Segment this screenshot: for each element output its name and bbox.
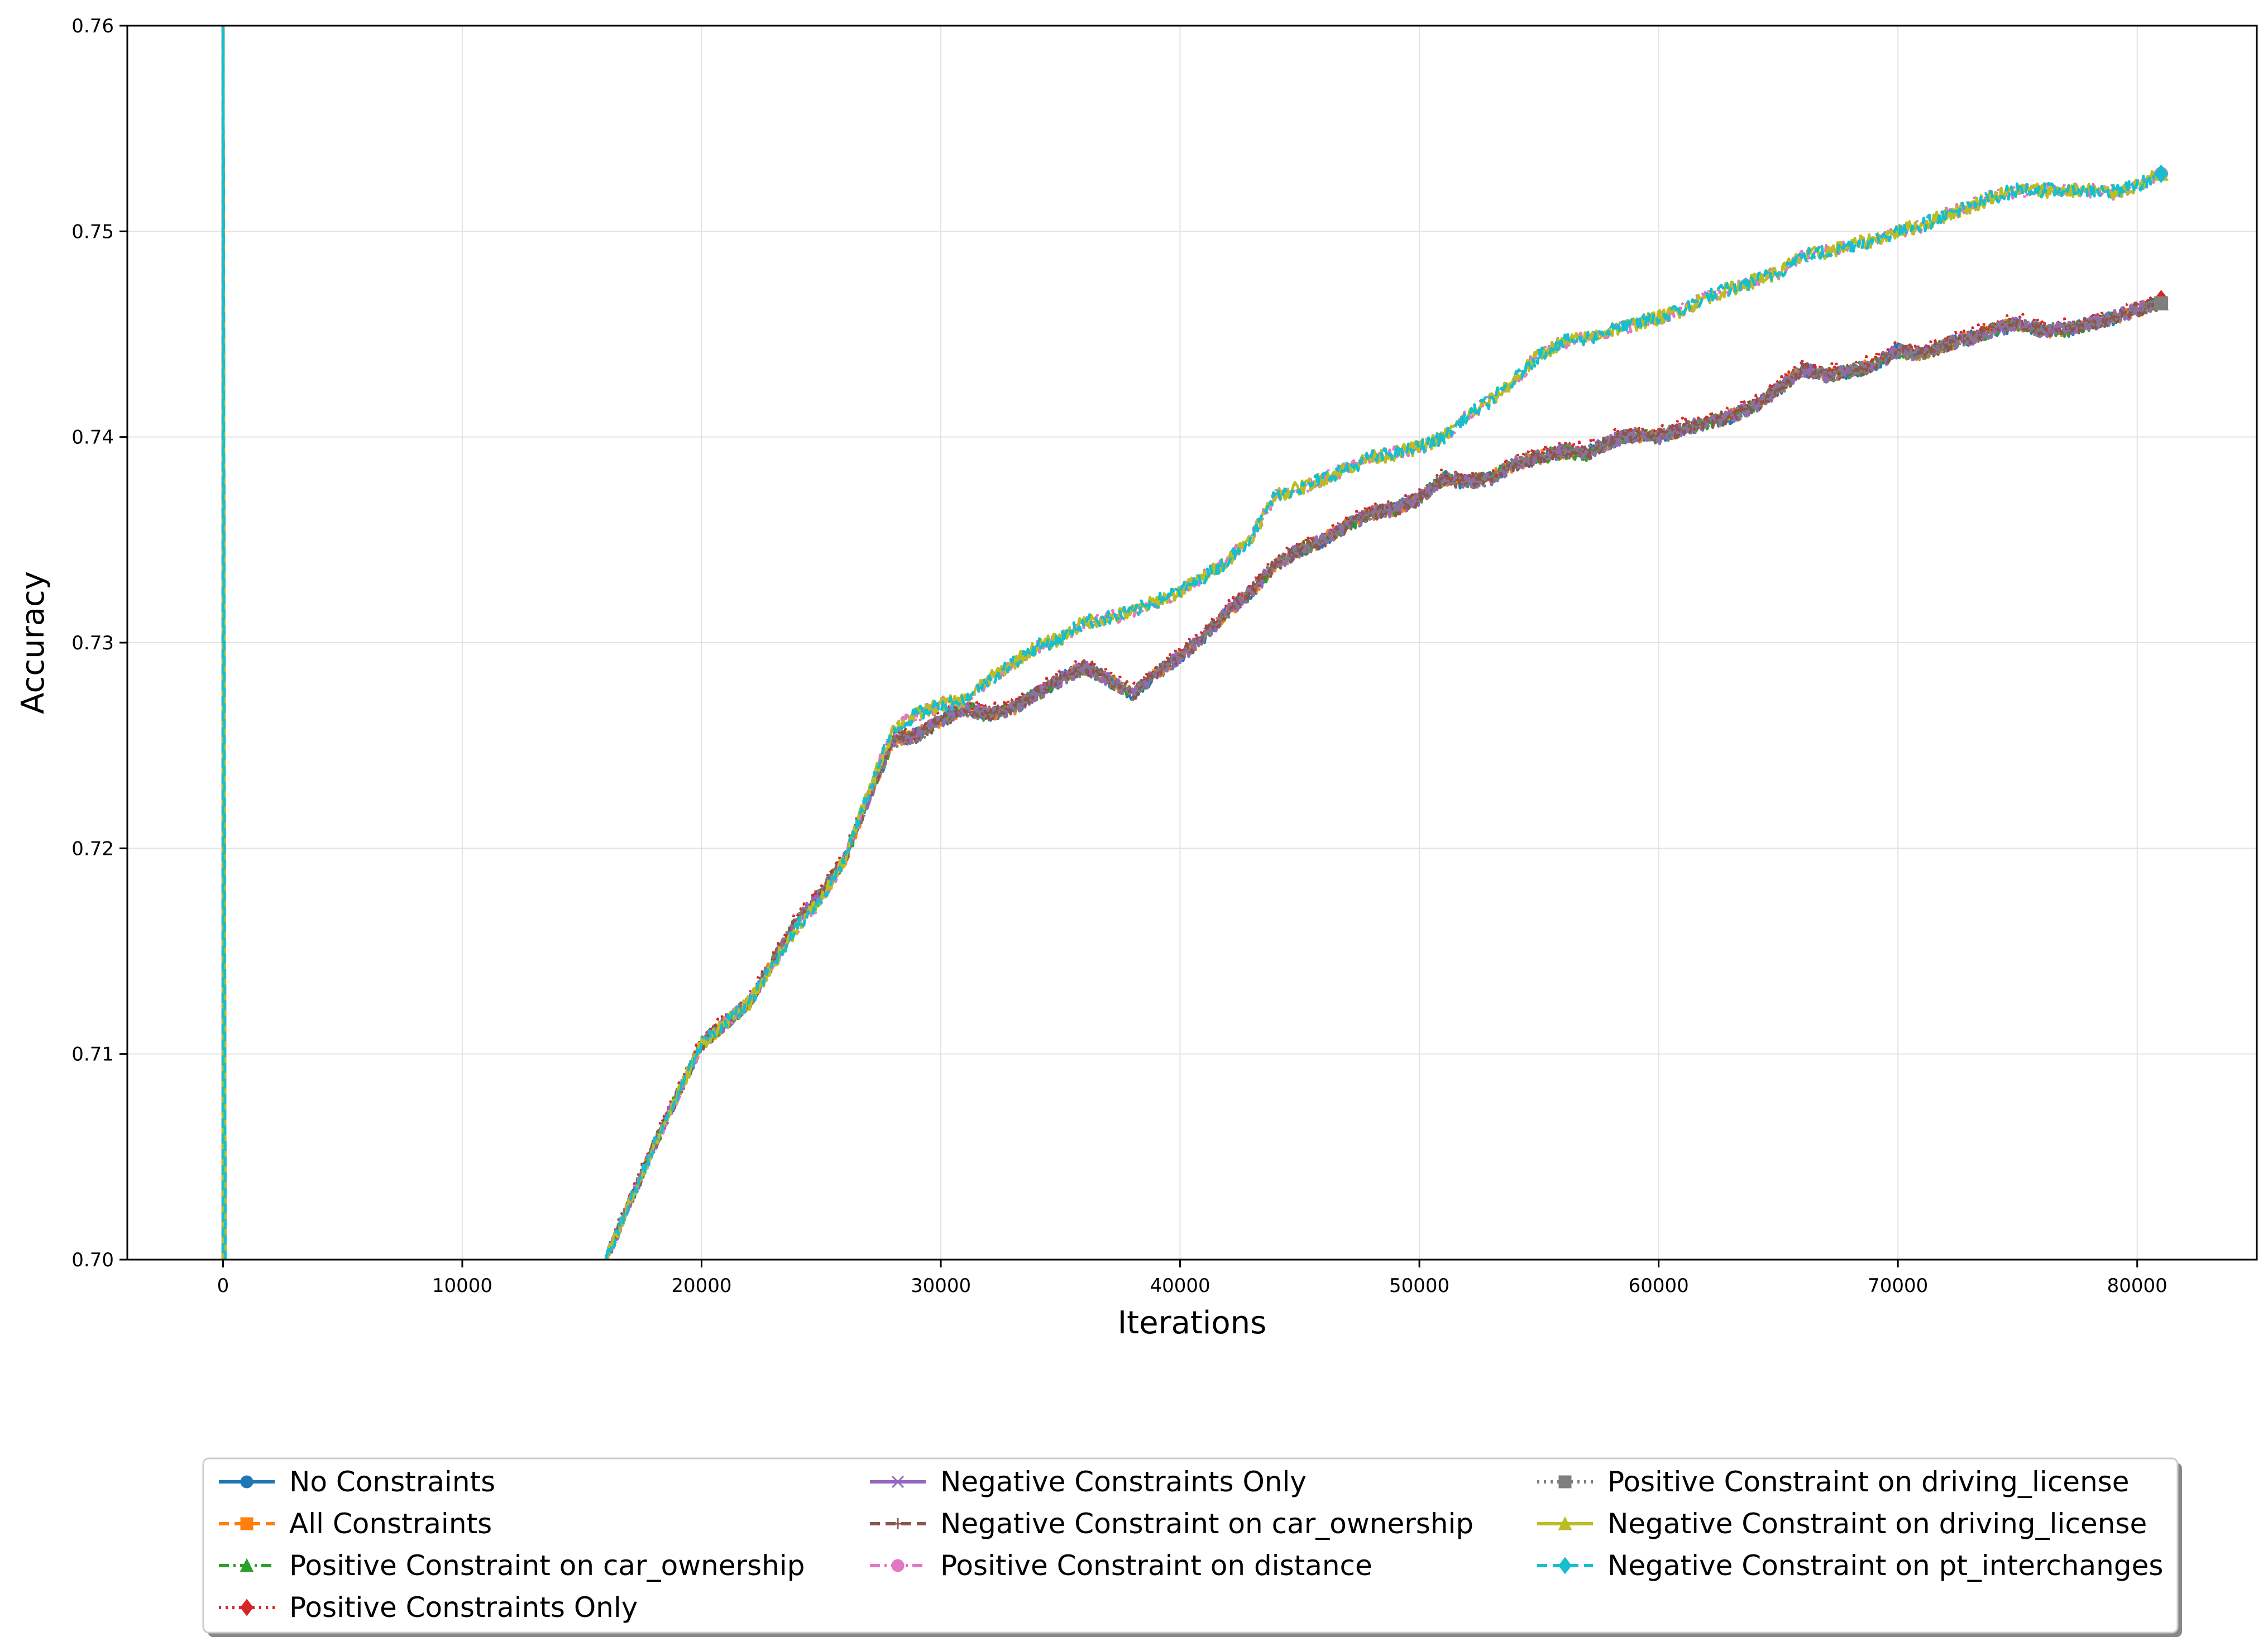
axis-ticks: 0 10000 20000 30000 40000 50000 60000 70000 8000… <box>71 15 2167 1297</box>
x-tick-label: 70000 <box>1868 1275 1928 1297</box>
y-tick-label: 0.71 <box>71 1044 114 1066</box>
x-tick-label: 0 <box>217 1275 229 1297</box>
series-marker <box>240 1517 253 1530</box>
x-tick-label: 80000 <box>2107 1275 2167 1297</box>
curve-layer <box>221 26 2169 1260</box>
legend-label: Negative Constraint on pt_interchanges <box>1607 1549 2163 1582</box>
legend-label: Positive Constraint on car_ownership <box>289 1549 805 1582</box>
legend-label: Negative Constraint on car_ownership <box>940 1508 1473 1540</box>
legend-label: Negative Constraints Only <box>940 1466 1307 1498</box>
legend-item: No Constraints <box>219 1466 495 1498</box>
series-marker <box>1558 1475 1572 1489</box>
legend-item: Negative Constraint on driving_license <box>1537 1508 2147 1540</box>
legend-item: Positive Constraint on distance <box>870 1549 1372 1582</box>
legend-label: Negative Constraint on driving_license <box>1607 1508 2147 1540</box>
legend-label: Positive Constraint on driving_license <box>1607 1466 2130 1498</box>
legend-label: No Constraints <box>289 1466 495 1498</box>
legend-item: Negative Constraint on car_ownership <box>870 1508 1473 1540</box>
x-tick-label: 10000 <box>432 1275 492 1297</box>
legend-box <box>202 1457 2179 1634</box>
series-marker <box>240 1558 254 1572</box>
y-tick-label: 0.73 <box>71 632 114 654</box>
series-curves <box>221 26 2169 1260</box>
series-marker <box>1558 1557 1572 1575</box>
y-axis-title: Accuracy <box>15 571 51 714</box>
x-tick-label: 30000 <box>911 1275 971 1297</box>
series-marker <box>2154 296 2169 310</box>
y-tick-label: 0.76 <box>71 15 114 37</box>
legend-item: All Constraints <box>219 1508 492 1540</box>
x-tick-label: 60000 <box>1629 1275 1689 1297</box>
legend-item: Negative Constraint on pt_interchanges <box>1537 1549 2163 1582</box>
series-marker <box>1558 1516 1572 1530</box>
series-marker <box>2154 164 2169 183</box>
legend-label: Positive Constraints Only <box>289 1591 638 1624</box>
series-marker <box>240 1599 253 1616</box>
legend-item: Positive Constraint on car_ownership <box>219 1549 805 1582</box>
x-tick-label: 40000 <box>1150 1275 1210 1297</box>
series-marker <box>892 1518 903 1529</box>
y-tick-label: 0.75 <box>71 221 114 243</box>
series-marker <box>240 1475 253 1489</box>
y-tick-label: 0.72 <box>71 838 114 860</box>
series-marker <box>891 1559 905 1572</box>
x-axis-title: Iterations <box>1118 1305 1267 1341</box>
x-tick-label: 20000 <box>671 1275 731 1297</box>
series-marker <box>891 1475 905 1489</box>
legend-item: Negative Constraints Only <box>870 1466 1307 1498</box>
legend-label: Positive Constraint on distance <box>940 1549 1372 1582</box>
x-tick-label: 50000 <box>1389 1275 1449 1297</box>
legend-item: Positive Constraints Only <box>219 1591 638 1624</box>
legend-item: Positive Constraint on driving_license <box>1537 1466 2130 1498</box>
y-tick-label: 0.74 <box>71 427 114 449</box>
series-line <box>221 26 2162 1260</box>
legend-label: All Constraints <box>289 1508 492 1540</box>
legend: No Constraints All Constraints Positive Co… <box>202 1457 2182 1637</box>
y-tick-label: 0.70 <box>71 1249 114 1271</box>
